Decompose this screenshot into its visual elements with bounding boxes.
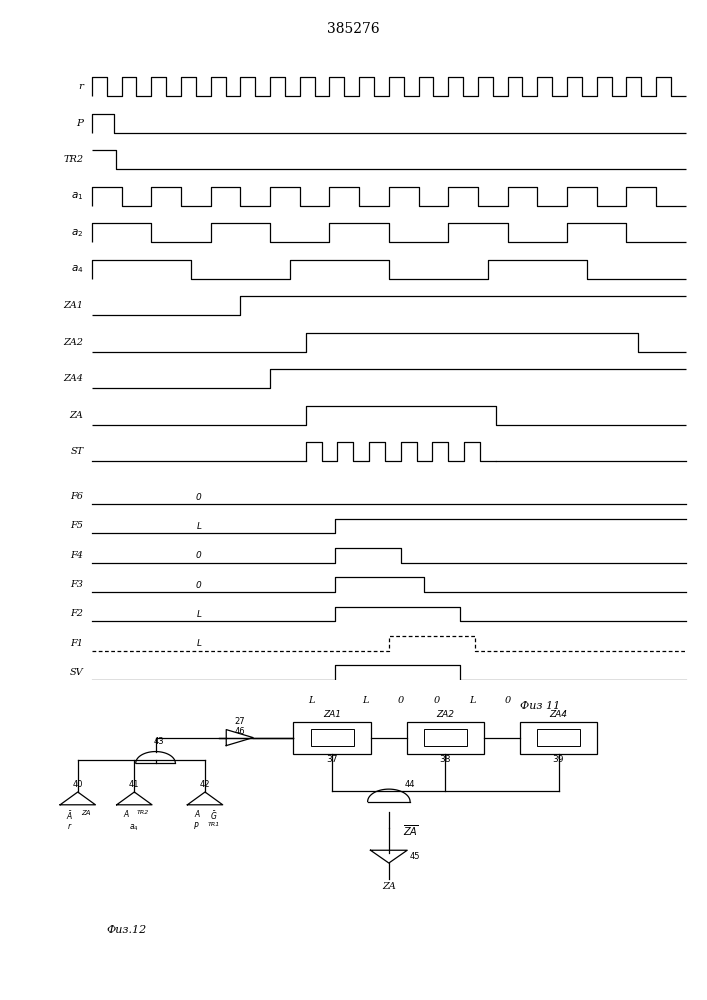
Text: 45: 45 (410, 852, 421, 861)
Text: P: P (76, 119, 83, 128)
Bar (311, 729, 354, 746)
Text: 40: 40 (73, 780, 83, 789)
Text: $a_1$: $a_1$ (71, 190, 83, 202)
Text: 0: 0 (397, 696, 404, 705)
Text: 38: 38 (440, 755, 451, 764)
Text: ZA4: ZA4 (64, 374, 83, 383)
Text: $a_2$: $a_2$ (71, 227, 83, 239)
Text: A: A (194, 810, 199, 819)
Text: ZA1: ZA1 (323, 710, 341, 719)
Text: L: L (197, 610, 201, 619)
Bar (424, 729, 467, 746)
Text: 37: 37 (327, 755, 338, 764)
Text: SV: SV (70, 668, 83, 677)
Bar (293, 722, 371, 754)
Text: TR1: TR1 (207, 822, 220, 827)
Text: L: L (362, 696, 368, 705)
Text: 0: 0 (196, 581, 201, 590)
Text: 44: 44 (405, 780, 415, 789)
Bar (520, 722, 597, 754)
Text: TR2: TR2 (136, 810, 149, 815)
Text: r: r (68, 822, 71, 831)
Text: $a_4$: $a_4$ (71, 263, 83, 275)
Bar (407, 722, 484, 754)
Text: $\bar{G}$: $\bar{G}$ (210, 810, 217, 822)
Text: L: L (197, 639, 201, 648)
Text: $a_4$: $a_4$ (129, 822, 139, 833)
Text: TR2: TR2 (64, 155, 83, 164)
Text: 41: 41 (129, 780, 139, 789)
Text: ZA1: ZA1 (64, 301, 83, 310)
Text: L: L (469, 696, 475, 705)
Text: L: L (197, 522, 201, 531)
Text: r: r (78, 82, 83, 91)
Text: P: P (194, 822, 199, 831)
Text: 39: 39 (553, 755, 564, 764)
Text: ZA2: ZA2 (64, 338, 83, 347)
Text: $\bar{A}$: $\bar{A}$ (66, 810, 73, 822)
Text: 46: 46 (234, 727, 245, 736)
Text: ST: ST (70, 447, 83, 456)
Text: 385276: 385276 (327, 22, 380, 36)
Text: 0: 0 (505, 696, 510, 705)
Text: $\overline{ZA}$: $\overline{ZA}$ (403, 824, 419, 838)
Text: F4: F4 (71, 551, 83, 560)
Text: ZA: ZA (382, 882, 396, 891)
Text: 42: 42 (200, 780, 210, 789)
Text: 0: 0 (433, 696, 440, 705)
Text: ZA2: ZA2 (436, 710, 455, 719)
Text: 43: 43 (153, 737, 165, 746)
Text: F1: F1 (71, 639, 83, 648)
Text: F6: F6 (71, 492, 83, 501)
Text: F2: F2 (71, 609, 83, 618)
Text: F5: F5 (71, 522, 83, 530)
Text: Физ.12: Физ.12 (106, 925, 146, 935)
Text: 0: 0 (196, 551, 201, 560)
Text: ZA4: ZA4 (549, 710, 568, 719)
Text: ZA: ZA (81, 810, 91, 816)
Text: Физ 11: Физ 11 (520, 701, 560, 711)
Text: ZA: ZA (70, 411, 83, 420)
Text: 0: 0 (196, 493, 201, 502)
Text: L: L (308, 696, 315, 705)
Bar (537, 729, 580, 746)
Text: F3: F3 (71, 580, 83, 589)
Text: A: A (123, 810, 129, 819)
Text: 27: 27 (234, 717, 245, 726)
